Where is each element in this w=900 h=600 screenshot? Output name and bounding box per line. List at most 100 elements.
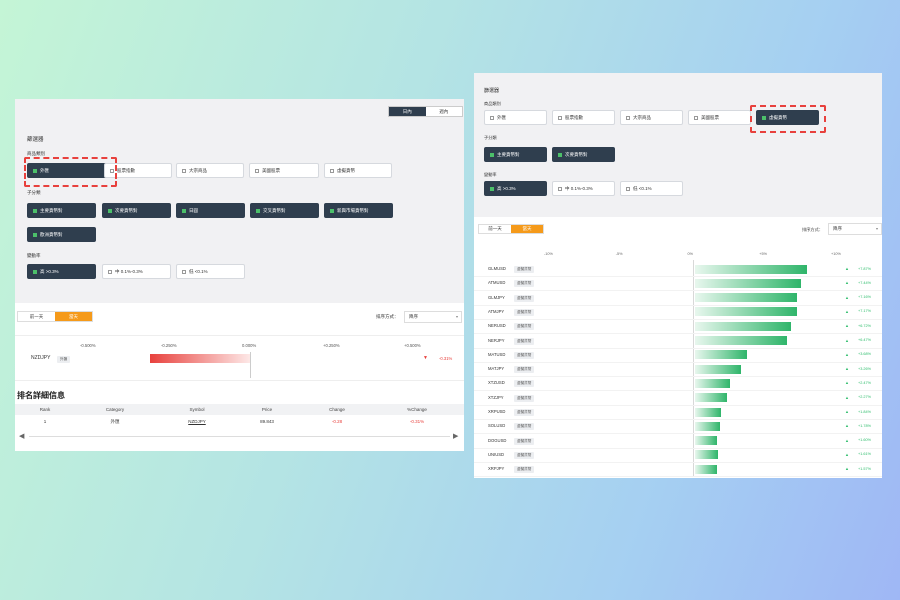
table-header: Category [105, 407, 125, 412]
ranking-row[interactable]: XTZJPY 虛擬貨幣 ▲ +2.27% [474, 391, 882, 406]
subcategory-chip-label: 歐洲貨幣對 [40, 231, 63, 237]
product-chip-1[interactable]: 股票指數 [104, 163, 172, 178]
checkbox-checked-icon [330, 208, 334, 213]
ranking-row[interactable]: ATMUSD 虛擬貨幣 ▲ +7.44% [474, 276, 882, 292]
right-product-chip-0[interactable]: 外匯 [484, 110, 547, 125]
right-sort-select[interactable]: 降序 ▾ [828, 223, 882, 235]
right-volatility-chip-2[interactable]: 低 <0.1% [620, 181, 683, 196]
ranking-row[interactable]: ATMJPY 虛擬貨幣 ▲ +7.17% [474, 305, 882, 320]
axis-tick-label: -0.500% [80, 343, 96, 348]
volatility-chip-0[interactable]: 高 >0.3% [27, 264, 96, 279]
ranking-row[interactable]: XTZUSD 虛擬貨幣 ▲ +2.47% [474, 376, 882, 392]
product-chip-2[interactable]: 大宗商品 [176, 163, 244, 178]
ranking-row[interactable]: NERUSD 虛擬貨幣 ▲ +6.72% [474, 319, 882, 335]
category-tag: 虛擬貨幣 [514, 294, 535, 302]
value-label: +1.57% [858, 466, 871, 471]
ranking-row[interactable]: XRPJPY 虛擬貨幣 ▲ +1.57% [474, 462, 882, 478]
subcategory-chip-2[interactable]: 日圓 [176, 203, 245, 218]
subcategory-chip-1[interactable]: 次要貨幣對 [102, 203, 171, 218]
ranking-row[interactable]: NERJPY 虛擬貨幣 ▲ +6.47% [474, 334, 882, 349]
volatility-chip-2[interactable]: 低 <0.1% [176, 264, 245, 279]
tab-weekly[interactable]: 週內 [425, 107, 462, 116]
change-bar [694, 364, 742, 374]
ranking-row[interactable]: DOGUSD 虛擬貨幣 ▲ +1.60% [474, 434, 882, 449]
checkbox-checked-icon [33, 208, 37, 213]
sort-select[interactable]: 降序 ▾ [404, 311, 462, 323]
volatility-chip-label: 高 >0.3% [40, 268, 59, 274]
scroll-left-icon[interactable]: ◀ [19, 433, 25, 440]
right-product-chip-2[interactable]: 大宗商品 [620, 110, 683, 125]
ranking-row[interactable]: MATJPY 虛擬貨幣 ▲ +3.26% [474, 362, 882, 378]
right-today-button[interactable]: 當天 [511, 225, 543, 233]
value-label: +7.87% [858, 266, 871, 271]
table-header: Change [329, 407, 345, 412]
up-arrow-icon: ▲ [845, 308, 849, 314]
ranking-row[interactable]: SOLUSD 虛擬貨幣 ▲ +1.78% [474, 419, 882, 435]
ranking-row[interactable]: UNIUSD 虛擬貨幣 ▲ +1.61% [474, 448, 882, 463]
scroll-track[interactable] [29, 436, 450, 437]
value-label: +1.78% [858, 423, 871, 428]
scrollbar[interactable]: ◀ ▶ [19, 432, 460, 440]
today-button[interactable]: 當天 [55, 312, 92, 321]
subcategory-chip-5[interactable]: 歐洲貨幣對 [27, 227, 96, 242]
category-tag: 虛擬貨幣 [514, 409, 535, 416]
scroll-right-icon[interactable]: ▶ [453, 433, 459, 440]
axis-tick-label: +0.250% [323, 343, 340, 348]
value-label: +7.44% [858, 280, 871, 285]
ranking-row[interactable]: XRPUSD 虛擬貨幣 ▲ +1.84% [474, 405, 882, 420]
symbol-label: MATUSD [488, 351, 506, 357]
right-product-chip-4[interactable]: 虛擬貨幣 [756, 110, 819, 125]
symbol-label: XRPJPY [488, 466, 505, 472]
checkbox-icon [255, 168, 259, 173]
up-arrow-icon: ▲ [845, 466, 849, 472]
subcategory-chip-4[interactable]: 新興市場貨幣對 [324, 203, 393, 218]
symbol-label: NZDJPY [31, 355, 51, 361]
right-product-chip-3[interactable]: 美國股票 [688, 110, 751, 125]
change-bar [694, 450, 718, 460]
ranking-row[interactable]: MATUSD 虛擬貨幣 ▲ +3.68% [474, 348, 882, 363]
product-chip-4[interactable]: 虛擬貨幣 [324, 163, 392, 178]
right-subcategory-chip-0[interactable]: 主要貨幣對 [484, 147, 547, 162]
value-label: +2.27% [858, 395, 871, 400]
value-label: -0.31% [439, 355, 453, 361]
filter-title: 篩選器 [27, 137, 44, 143]
value-label: +6.72% [858, 323, 871, 328]
right-volatility-chip-1[interactable]: 中 0.1%-0.3% [552, 181, 615, 196]
value-label: +1.84% [858, 409, 871, 414]
change-bar [694, 421, 721, 431]
category-tag: 虛擬貨幣 [514, 366, 535, 374]
right-product-chip-label: 外匯 [497, 114, 506, 120]
symbol-label: GLMUSD [488, 266, 506, 271]
table-row[interactable]: 1 外匯 NZDJPY 89.843 -0.28 -0.31% [15, 415, 464, 429]
change-bar [694, 407, 721, 417]
sort-select-value: 降序 [409, 314, 418, 319]
checkbox-icon [330, 168, 334, 173]
product-chip-3[interactable]: 美國股票 [249, 163, 319, 178]
chevron-down-icon: ▾ [455, 314, 458, 319]
detail-title: 排名詳細信息 [17, 391, 65, 400]
right-product-category-label: 商品類別 [484, 101, 501, 106]
ranking-row[interactable]: GLMJPY 虛擬貨幣 ▲ +7.16% [474, 291, 882, 306]
table-cell[interactable]: NZDJPY [188, 419, 206, 424]
symbol-label: XRPUSD [488, 409, 506, 414]
table-cell: 1 [43, 419, 47, 424]
tab-intraday[interactable]: 日內 [389, 107, 426, 116]
right-subcategory-chip-1[interactable]: 次要貨幣對 [552, 147, 615, 162]
product-chip-label: 股票指數 [117, 167, 135, 173]
right-product-chip-1[interactable]: 股票指數 [552, 110, 615, 125]
subcategory-chip-3[interactable]: 交叉貨幣對 [250, 203, 319, 218]
product-chip-label: 大宗商品 [189, 167, 207, 173]
up-arrow-icon: ▲ [845, 294, 849, 300]
value-label: +3.26% [858, 366, 871, 371]
category-tag: 虛擬貨幣 [514, 451, 535, 459]
right-prev-day-button[interactable]: 前一天 [488, 226, 502, 231]
right-volatility-chip-label: 中 0.1%-0.3% [565, 185, 593, 191]
right-subcategory-label: 子分類 [484, 135, 497, 140]
subcategory-chip-0[interactable]: 主要貨幣對 [27, 203, 96, 218]
prev-day-button[interactable]: 前一天 [29, 313, 44, 319]
volatility-chip-1[interactable]: 中 0.1%-0.3% [102, 264, 171, 279]
category-tag: 虛擬貨幣 [514, 466, 535, 474]
ranking-row[interactable]: GLMUSD 虛擬貨幣 ▲ +7.87% [474, 262, 882, 277]
right-volatility-chip-0[interactable]: 高 >0.3% [484, 181, 547, 196]
category-tag: 虛擬貨幣 [514, 280, 535, 288]
